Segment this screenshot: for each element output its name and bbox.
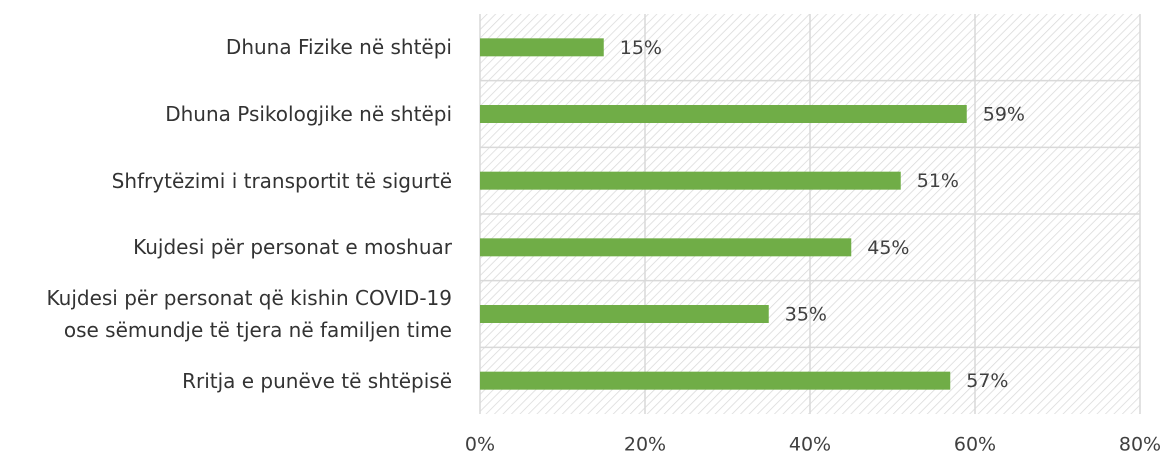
bar bbox=[480, 171, 901, 190]
data-label: 59% bbox=[983, 104, 1025, 126]
bar bbox=[480, 38, 604, 57]
data-label: 15% bbox=[620, 37, 662, 59]
data-label: 35% bbox=[785, 304, 827, 326]
category-label: Shfrytëzimi i transportit të sigurtë bbox=[111, 168, 452, 193]
bar bbox=[480, 238, 852, 257]
bar bbox=[480, 371, 951, 390]
x-tick-label: 60% bbox=[954, 434, 996, 456]
category-label: Dhuna Psikologjike në shtëpi bbox=[165, 102, 452, 126]
data-label: 57% bbox=[966, 370, 1008, 392]
x-tick-label: 0% bbox=[465, 434, 495, 456]
data-label: 45% bbox=[867, 237, 909, 259]
bar bbox=[480, 105, 967, 123]
category-label: Kujdesi për personat që kishin COVID-19 … bbox=[46, 286, 452, 342]
category-label: Kujdesi për personat e moshuar bbox=[133, 235, 452, 260]
category-label: Rritja e punëve të shtëpisë bbox=[182, 368, 452, 393]
data-label: 51% bbox=[917, 170, 959, 192]
bar bbox=[480, 305, 769, 323]
category-label: Dhuna Fizike në shtëpi bbox=[225, 35, 452, 60]
x-tick-label: 40% bbox=[789, 434, 831, 456]
x-tick-label: 80% bbox=[1119, 434, 1161, 456]
x-tick-label: 20% bbox=[624, 434, 666, 456]
